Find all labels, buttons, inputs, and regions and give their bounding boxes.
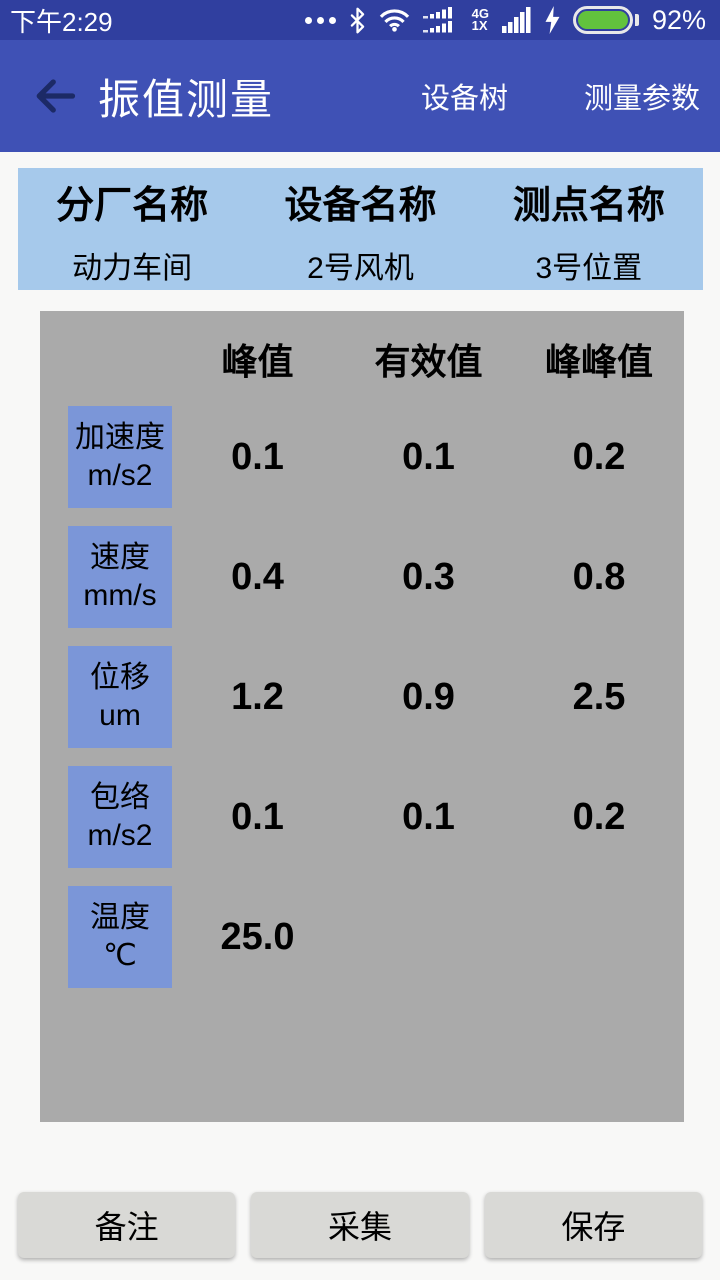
- value-cell: 0.9: [402, 675, 455, 718]
- point-column: 测点名称 3号位置: [475, 168, 703, 290]
- charging-bolt-icon: [545, 6, 560, 34]
- device-label: 设备名称: [284, 184, 437, 227]
- table-row: 温度 ℃ 25.0: [40, 886, 684, 988]
- row-label-displacement[interactable]: 位移 um: [68, 646, 172, 748]
- table-row: 加速度 m/s2 0.1 0.1 0.2: [40, 406, 684, 508]
- row-label-velocity[interactable]: 速度 mm/s: [68, 526, 172, 628]
- collect-button[interactable]: 采集: [251, 1192, 469, 1258]
- battery-icon: [572, 6, 633, 34]
- location-info-panel: 分厂名称 动力车间 设备名称 2号风机 测点名称 3号位置: [18, 168, 703, 290]
- value-cell: 2.5: [572, 675, 626, 718]
- value-cell: 0.2: [572, 795, 626, 838]
- row-label-envelope[interactable]: 包络 m/s2: [68, 766, 172, 868]
- signal-strength-icon: [501, 7, 531, 33]
- save-button[interactable]: 保存: [484, 1192, 702, 1258]
- point-label: 测点名称: [512, 184, 665, 227]
- status-bar: 下午2:29: [0, 0, 720, 40]
- back-button[interactable]: [34, 75, 76, 117]
- note-button[interactable]: 备注: [18, 1192, 236, 1258]
- measure-params-button[interactable]: 测量参数: [583, 83, 700, 115]
- table-header-row: 峰值 有效值 峰峰值: [40, 311, 684, 406]
- value-cell: 25.0: [220, 915, 295, 958]
- value-cell: 0.2: [572, 435, 626, 478]
- status-icons: 4G 1X 92%: [304, 4, 706, 36]
- header-peak: 峰值: [221, 340, 294, 382]
- status-time: 下午2:29: [10, 6, 113, 37]
- page-title: 振值测量: [98, 75, 275, 123]
- bottom-button-bar: 备注 采集 保存: [0, 1192, 720, 1258]
- battery-percent: 92%: [651, 4, 706, 35]
- app-bar: 振值测量 设备树 测量参数: [0, 40, 720, 152]
- value-cell: 0.8: [572, 555, 626, 598]
- row-label-temperature[interactable]: 温度 ℃: [68, 886, 172, 988]
- value-cell: 0.1: [402, 435, 455, 478]
- factory-column: 分厂名称 动力车间: [18, 168, 246, 290]
- value-cell: 1.2: [231, 675, 284, 718]
- network-type-badge: 4G 1X: [471, 6, 489, 33]
- row-label-acceleration[interactable]: 加速度 m/s2: [68, 406, 172, 508]
- measurement-table: 峰值 有效值 峰峰值 加速度 m/s2 0.1 0.1 0.2 速度 mm/s: [40, 311, 684, 1122]
- bluetooth-icon: [350, 7, 364, 33]
- wifi-icon: [379, 9, 409, 32]
- device-column: 设备名称 2号风机: [246, 168, 474, 290]
- value-cell: 0.4: [231, 555, 284, 598]
- value-cell: 0.1: [402, 795, 455, 838]
- value-cell: 0.1: [231, 795, 284, 838]
- point-value: 3号位置: [535, 251, 643, 285]
- table-row: 包络 m/s2 0.1 0.1 0.2: [40, 766, 684, 868]
- back-arrow-icon: [36, 79, 76, 113]
- notification-dots-icon: [304, 16, 336, 24]
- table-row: 位移 um 1.2 0.9 2.5: [40, 646, 684, 748]
- table-row: 速度 mm/s 0.4 0.3 0.8: [40, 526, 684, 628]
- mobile-data-bars-icon: [422, 7, 452, 33]
- device-value: 2号风机: [307, 251, 414, 285]
- factory-value: 动力车间: [72, 251, 193, 285]
- header-peak-to-peak: 峰峰值: [544, 340, 653, 382]
- value-cell: 0.1: [231, 435, 284, 478]
- battery-nub: [634, 14, 639, 26]
- header-rms: 有效值: [374, 340, 483, 382]
- device-tree-button[interactable]: 设备树: [420, 83, 508, 115]
- factory-label: 分厂名称: [56, 184, 209, 227]
- app-bar-actions: 设备树 测量参数: [421, 75, 720, 117]
- value-cell: 0.3: [402, 555, 455, 598]
